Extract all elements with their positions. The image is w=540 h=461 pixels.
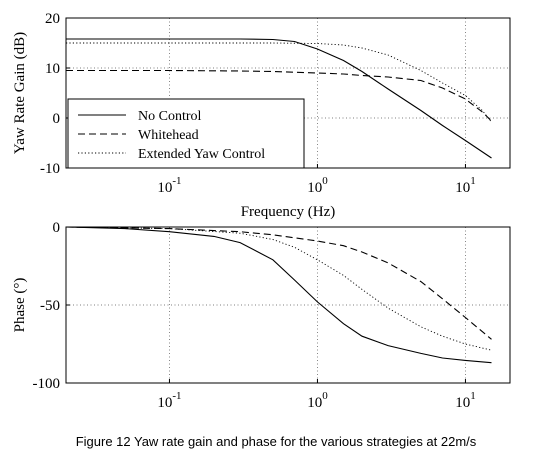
gain-x-tick-label: 100 — [307, 175, 328, 196]
gain-x-ticks: 10-1 100 101 — [157, 164, 476, 196]
gain-y-axis-label: Yaw Rate Gain (dB) — [12, 32, 28, 154]
legend-label-whitehead: Whitehead — [138, 128, 199, 143]
gain-series — [66, 38, 492, 159]
gain-x-tick-label: 10-1 — [157, 175, 181, 196]
phase-y-tick-label: -100 — [33, 376, 61, 392]
gain-y-tick-label: -10 — [40, 161, 60, 177]
phase-grid — [66, 227, 510, 383]
phase-x-tick-label: 10-1 — [157, 390, 181, 411]
phase-line-no-control — [65, 226, 492, 364]
phase-series — [65, 226, 492, 364]
gain-x-tick-label: 101 — [455, 175, 476, 196]
legend: No Control Whitehead Extended Yaw Contro… — [67, 98, 305, 169]
legend-entry-extended-yaw-control: Extended Yaw Control — [78, 147, 265, 162]
phase-y-tick-label: -50 — [40, 298, 60, 314]
phase-x-ticks: 10-1 100 101 — [157, 379, 476, 411]
legend-box — [67, 98, 305, 169]
gain-x-axis-label: Frequency (Hz) — [241, 204, 336, 220]
phase-plot: 0 -50 -100 10-1 100 101 Phase (°) — [12, 220, 511, 411]
gain-y-ticks: 20 10 0 -10 — [40, 11, 70, 177]
gain-line-no-control — [66, 38, 492, 159]
phase-line-whitehead — [65, 226, 492, 340]
legend-entry-no-control: No Control — [78, 109, 202, 124]
legend-entry-whitehead: Whitehead — [78, 128, 199, 143]
phase-x-tick-label: 101 — [455, 390, 476, 411]
phase-y-tick-label: 0 — [53, 220, 61, 236]
legend-label-extended-yaw-control: Extended Yaw Control — [138, 147, 265, 162]
gain-y-tick-label: 10 — [45, 61, 60, 77]
phase-line-extended-yaw-control — [65, 226, 492, 351]
phase-y-axis-label: Phase (°) — [12, 278, 28, 333]
phase-y-ticks: 0 -50 -100 — [33, 220, 70, 392]
figure-caption: Figure 12 Yaw rate gain and phase for th… — [76, 434, 477, 449]
phase-x-tick-label: 100 — [307, 390, 328, 411]
gain-y-tick-label: 0 — [53, 111, 61, 127]
gain-y-tick-label: 20 — [45, 11, 60, 27]
legend-label-no-control: No Control — [138, 109, 202, 124]
gain-line-extended-yaw-control — [66, 42, 492, 123]
